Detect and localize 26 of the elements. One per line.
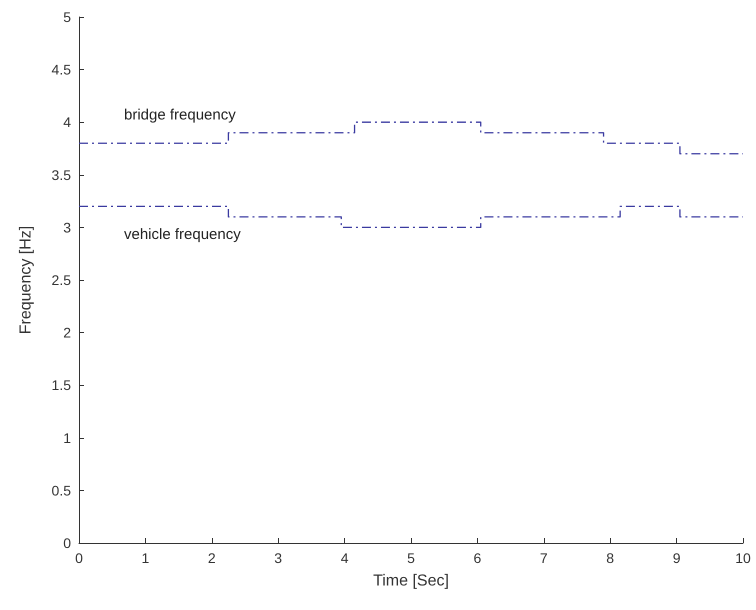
x-tick-label: 1 <box>142 550 150 566</box>
y-tick-label: 0 <box>63 535 72 551</box>
y-tick-label: 3 <box>63 219 72 236</box>
y-tick-label: 5 <box>63 9 72 25</box>
x-axis-title: Time [Sec] <box>373 572 449 590</box>
y-tick-label: 4.5 <box>52 62 72 78</box>
x-tick-label: 10 <box>735 550 751 566</box>
y-axis-title: Frequency [Hz] <box>18 226 34 334</box>
y-tick-label: 1.5 <box>52 377 72 394</box>
series-label: bridge frequency <box>124 106 236 124</box>
y-tick-label: 3.5 <box>52 166 72 183</box>
series-label: vehicle frequency <box>124 226 242 243</box>
x-tick-label: 9 <box>672 550 681 566</box>
x-tick-label: 5 <box>407 550 416 566</box>
y-tick-label: 4 <box>63 114 72 130</box>
y-tick-label: 2.5 <box>52 272 72 288</box>
x-tick-label: 2 <box>208 550 216 566</box>
x-tick-label: 3 <box>274 550 282 566</box>
x-tick-label: 4 <box>340 550 349 566</box>
x-tick-label: 8 <box>606 550 614 566</box>
x-tick-label: 6 <box>474 550 482 566</box>
y-tick-label: 1 <box>63 430 72 446</box>
y-tick-label: 0.5 <box>52 482 72 498</box>
y-tick-label: 2 <box>63 324 72 341</box>
x-tick-label: 0 <box>75 550 84 566</box>
x-tick-label: 7 <box>540 550 548 566</box>
